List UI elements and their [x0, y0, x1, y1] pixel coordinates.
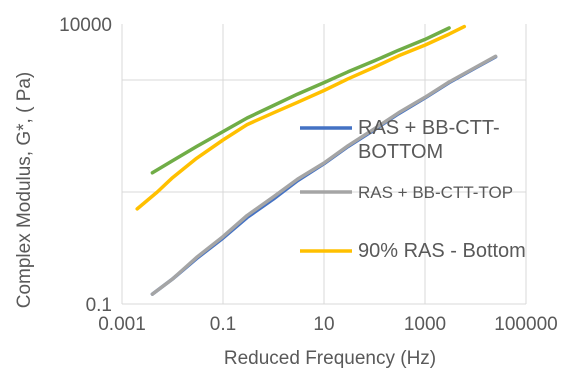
x-axis-title: Reduced Frequency (Hz) — [224, 348, 436, 369]
y-tick-label: 0.1 — [86, 295, 112, 316]
y-axis-title: Complex Modulus, G*, ( Pa) — [14, 72, 35, 309]
x-tick-label: 0.001 — [98, 314, 146, 335]
y-tick-label: 10000 — [59, 15, 112, 36]
legend-label: BOTTOM — [358, 141, 443, 163]
x-tick-label: 100000 — [494, 314, 557, 335]
x-tick-label: 0.1 — [210, 314, 236, 335]
legend: RAS + BB-CTT-BOTTOM RAS + BB-CTT-TOP 90% R… — [300, 117, 526, 262]
y-tick-labels: 0.1 10000 — [59, 15, 112, 316]
series-lines — [135, 24, 498, 296]
legend-label: 90% RAS - Bottom — [358, 240, 526, 262]
x-tick-label: 10 — [313, 314, 334, 335]
x-tick-label: 1000 — [404, 314, 446, 335]
legend-label: RAS + BB-CTT- — [358, 117, 500, 139]
series-line-series-4 — [150, 26, 451, 175]
legend-label: RAS + BB-CTT-TOP — [358, 183, 513, 202]
series-line-90-ras-bottom — [135, 24, 467, 211]
y-axis-title-text: Complex Modulus, G*, ( Pa) — [14, 72, 35, 309]
series-line-ras-bb-ctt-top — [150, 54, 498, 296]
x-tick-labels: 0.001 0.1 10 1000 100000 — [98, 314, 557, 335]
